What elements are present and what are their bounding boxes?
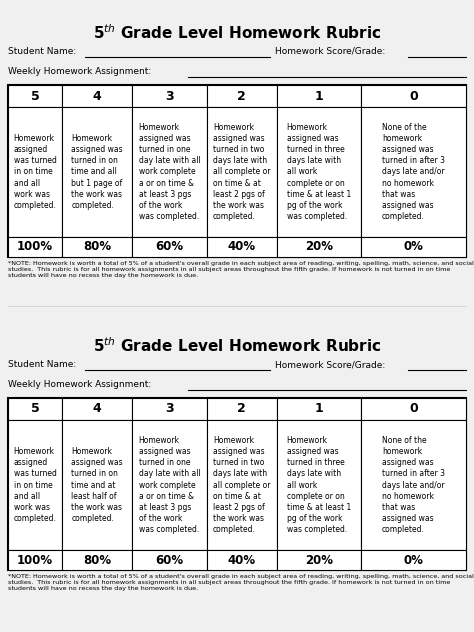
Text: Homework
assigned was
turned in one
day late with all
work complete
a or on time: Homework assigned was turned in one day …: [138, 436, 201, 534]
Text: 4: 4: [93, 403, 101, 415]
Text: 0: 0: [409, 90, 418, 102]
Bar: [8, 398, 62, 420]
Bar: [361, 550, 466, 570]
Text: 80%: 80%: [83, 554, 111, 566]
Bar: [207, 85, 277, 107]
Text: None of the
homework
assigned was
turned in after 3
days late and/or
no homework: None of the homework assigned was turned…: [382, 123, 445, 221]
Bar: [8, 85, 466, 257]
Text: Homework
assigned was
turned in three
days late with
all work
complete or on
tim: Homework assigned was turned in three da…: [287, 123, 351, 221]
Text: 80%: 80%: [83, 241, 111, 253]
Text: 5$^{th}$ Grade Level Homework Rubric: 5$^{th}$ Grade Level Homework Rubric: [93, 23, 381, 42]
Text: *NOTE: Homework is worth a total of 5% of a student's overall grade in each subj: *NOTE: Homework is worth a total of 5% o…: [8, 261, 474, 277]
Text: 5: 5: [31, 90, 39, 102]
Bar: [62, 398, 132, 420]
Text: Homework
assigned
was turned
in on time
and all
work was
completed.: Homework assigned was turned in on time …: [14, 447, 56, 523]
Text: Homework
assigned
was turned
in on time
and all
work was
completed.: Homework assigned was turned in on time …: [14, 134, 56, 210]
Text: Homework Score/Grade:: Homework Score/Grade:: [275, 47, 388, 56]
Text: 40%: 40%: [228, 554, 256, 566]
Bar: [132, 107, 207, 237]
Text: 20%: 20%: [305, 554, 333, 566]
Bar: [277, 550, 361, 570]
Text: 2: 2: [237, 403, 246, 415]
Bar: [132, 420, 207, 550]
Text: Homework
assigned was
turned in three
days late with
all work
complete or on
tim: Homework assigned was turned in three da…: [287, 436, 351, 534]
Text: Weekly Homework Assignment:: Weekly Homework Assignment:: [8, 380, 154, 389]
Text: 1: 1: [314, 403, 323, 415]
Bar: [62, 237, 132, 257]
Text: 5: 5: [31, 403, 39, 415]
Bar: [277, 107, 361, 237]
Bar: [8, 107, 62, 237]
Text: 4: 4: [93, 90, 101, 102]
Text: 60%: 60%: [155, 241, 183, 253]
Text: Homework
assigned was
turned in two
days late with
all complete or
on time & at
: Homework assigned was turned in two days…: [213, 123, 271, 221]
Text: 60%: 60%: [155, 554, 183, 566]
Bar: [361, 420, 466, 550]
Text: Homework
assigned was
turned in on
time and all
but 1 page of
the work was
compl: Homework assigned was turned in on time …: [71, 134, 123, 210]
Bar: [8, 550, 62, 570]
Bar: [277, 237, 361, 257]
Text: 3: 3: [165, 90, 174, 102]
Text: 20%: 20%: [305, 241, 333, 253]
Text: 100%: 100%: [17, 554, 53, 566]
Bar: [8, 420, 62, 550]
Text: Homework Score/Grade:: Homework Score/Grade:: [275, 360, 388, 369]
Text: 5$^{th}$ Grade Level Homework Rubric: 5$^{th}$ Grade Level Homework Rubric: [93, 336, 381, 355]
Bar: [207, 107, 277, 237]
Bar: [207, 550, 277, 570]
Text: Student Name:: Student Name:: [8, 47, 79, 56]
Text: 0%: 0%: [403, 241, 423, 253]
Bar: [132, 550, 207, 570]
Bar: [132, 398, 207, 420]
Bar: [361, 85, 466, 107]
Bar: [207, 420, 277, 550]
Text: 3: 3: [165, 403, 174, 415]
Text: Homework
assigned was
turned in two
days late with
all complete or
on time & at
: Homework assigned was turned in two days…: [213, 436, 271, 534]
Bar: [361, 398, 466, 420]
Bar: [277, 398, 361, 420]
Bar: [207, 237, 277, 257]
Bar: [62, 420, 132, 550]
Bar: [8, 398, 466, 570]
Text: 40%: 40%: [228, 241, 256, 253]
Text: Student Name:: Student Name:: [8, 360, 79, 369]
Bar: [62, 85, 132, 107]
Bar: [132, 237, 207, 257]
Bar: [277, 85, 361, 107]
Text: Homework
assigned was
turned in one
day late with all
work complete
a or on time: Homework assigned was turned in one day …: [138, 123, 201, 221]
Text: 0: 0: [409, 403, 418, 415]
Text: 1: 1: [314, 90, 323, 102]
Text: *NOTE: Homework is worth a total of 5% of a student's overall grade in each subj: *NOTE: Homework is worth a total of 5% o…: [8, 574, 474, 590]
Text: None of the
homework
assigned was
turned in after 3
days late and/or
no homework: None of the homework assigned was turned…: [382, 436, 445, 534]
Text: Homework
assigned was
turned in on
time and at
least half of
the work was
comple: Homework assigned was turned in on time …: [71, 447, 123, 523]
Text: 100%: 100%: [17, 241, 53, 253]
Bar: [132, 85, 207, 107]
Bar: [62, 107, 132, 237]
Bar: [62, 550, 132, 570]
Bar: [8, 237, 62, 257]
Bar: [207, 398, 277, 420]
Text: 0%: 0%: [403, 554, 423, 566]
Text: Weekly Homework Assignment:: Weekly Homework Assignment:: [8, 67, 154, 76]
Bar: [277, 420, 361, 550]
Bar: [361, 107, 466, 237]
Bar: [361, 237, 466, 257]
Text: 2: 2: [237, 90, 246, 102]
Bar: [8, 85, 62, 107]
